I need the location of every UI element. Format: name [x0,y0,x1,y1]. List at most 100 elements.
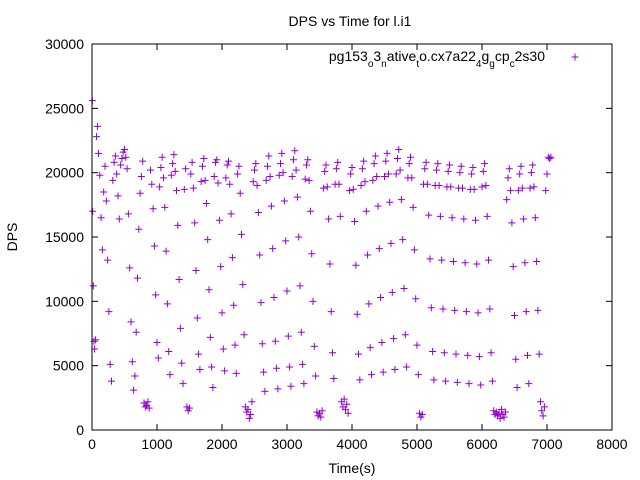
legend: pg153o3nativeto.cx7a224ggcpc2s30 [329,48,579,70]
data-point [111,152,119,160]
data-point [279,169,287,177]
data-point [501,408,509,416]
data-point [412,295,420,303]
data-point [258,340,266,348]
data-point [261,387,269,395]
data-point [547,153,555,161]
data-point [247,411,255,419]
x-axis-ticks: 0 1000 2000 3000 4000 5000 6000 7000 8000 [88,44,628,452]
data-point [483,212,491,220]
data-point [509,263,517,271]
data-point [479,167,487,175]
data-point [122,153,130,161]
data-point [358,165,366,173]
data-point [117,161,125,169]
data-point [169,160,177,168]
data-point [176,324,184,332]
data-point [214,179,222,187]
data-point [433,166,440,174]
x-tick-label: 1000 [141,436,172,452]
data-point [351,218,359,226]
data-point [336,212,344,220]
data-point [349,185,357,193]
data-point [89,282,97,290]
data-point [180,185,188,193]
data-point [170,151,178,159]
data-point [163,300,171,308]
data-point [196,366,204,374]
data-point [308,250,316,258]
data-point [292,166,300,174]
x-tick-label: 8000 [596,436,627,452]
y-tick-label: 0 [76,422,84,438]
data-point [295,233,303,241]
data-point [542,187,550,195]
legend-subscript: g [489,59,495,70]
legend-text-part: 3 [373,48,381,64]
data-point [287,382,295,390]
data-point [94,122,102,130]
data-point [442,377,450,385]
data-point [408,174,416,182]
data-point [97,214,105,222]
data-point [369,176,377,184]
legend-subscript: n [381,59,387,70]
data-point [186,404,193,412]
x-axis-label: Time(s) [329,460,376,476]
data-point [334,158,342,166]
data-point [383,149,391,157]
data-point [505,165,513,173]
data-point [135,225,143,233]
data-point [248,398,256,406]
data-point [232,369,240,377]
data-point [288,173,296,181]
data-point [352,261,360,269]
data-point [435,182,443,190]
data-point [386,198,394,206]
data-point [403,363,411,371]
data-point [148,180,156,188]
data-point [130,386,138,394]
data-point [317,413,325,421]
data-point [384,170,392,178]
data-point [113,170,121,178]
data-point [425,211,433,219]
data-point [149,205,157,213]
data-point [204,236,212,244]
data-point [360,157,368,165]
data-point [457,162,465,170]
data-point [152,291,160,299]
data-point [153,339,161,347]
data-point [513,384,521,392]
data-point [293,193,301,201]
data-point [231,341,239,349]
data-point [301,175,309,183]
legend-subscript: t [416,59,419,70]
data-point [481,160,489,168]
legend-subscript: c [510,59,515,70]
x-tick-label: 6000 [466,436,497,452]
data-point [375,245,383,253]
data-point [357,182,365,190]
data-point [488,377,496,385]
data-point [449,257,457,265]
data-point [507,187,515,195]
data-point [213,156,221,164]
data-point [353,310,361,318]
data-point [508,219,516,227]
data-point [235,162,243,170]
data-point [378,339,386,347]
data-point [257,299,265,307]
data-point [260,368,268,376]
data-point [178,359,186,367]
data-point [477,381,485,389]
data-point [396,166,404,174]
data-point [278,149,286,157]
y-tick-label: 5000 [53,358,84,374]
data-point [150,242,158,250]
data-point [124,210,132,218]
data-point [318,407,326,415]
data-point [305,176,313,184]
data-point [174,221,182,229]
data-point [230,301,238,309]
